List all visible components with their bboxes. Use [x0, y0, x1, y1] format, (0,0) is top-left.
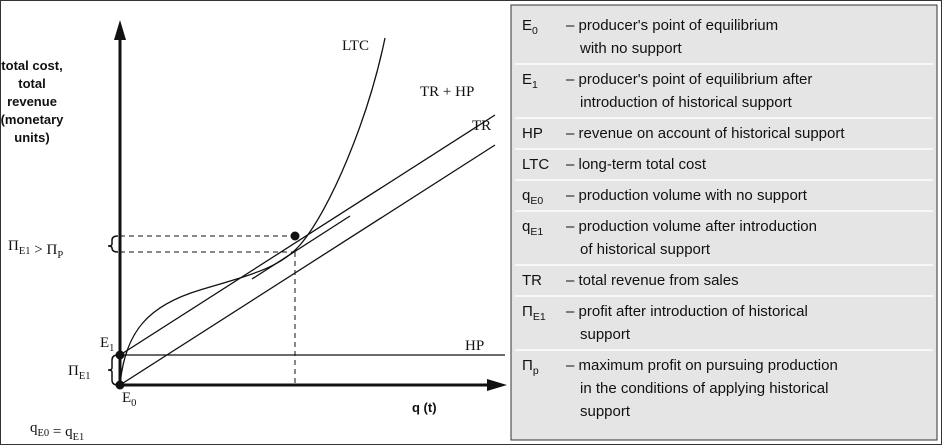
text: E — [100, 335, 109, 351]
legend: E0– producer's point of equilibriumwith … — [510, 4, 938, 441]
arrow — [114, 20, 126, 40]
text-line: total cost, — [1, 58, 62, 73]
q-label: qE0 = qE1 — [30, 420, 84, 443]
text: E — [522, 71, 532, 88]
legend-text: – long-term total cost — [566, 156, 707, 173]
text: > — [31, 242, 47, 258]
brace-label: ΠE1 > ΠP — [8, 238, 63, 261]
legend-text: – producer's point of equilibrium — [566, 17, 778, 34]
subscript: E0 — [38, 428, 50, 439]
legend-symbol: HP — [522, 125, 543, 142]
text: Π — [522, 357, 533, 374]
text: TR — [472, 118, 491, 134]
brace-label: ΠE1 — [68, 363, 91, 382]
legend-symbol: Πp — [522, 357, 539, 377]
legend-box — [510, 4, 938, 441]
curve-label: TR — [472, 118, 491, 134]
x-axis-label: q (t) — [412, 400, 437, 415]
legend-text: – revenue on account of historical suppo… — [566, 125, 845, 142]
text: Π — [8, 238, 19, 254]
point-label: E0 — [122, 390, 136, 409]
text: Π — [68, 363, 79, 379]
point — [290, 231, 300, 241]
legend-text: – production volume after introduction — [566, 218, 817, 235]
tr-line — [119, 144, 496, 386]
text: E — [522, 17, 532, 34]
text: LTC — [522, 156, 549, 173]
subscript: E1 — [73, 432, 85, 443]
legend-text: introduction of historical support — [580, 94, 793, 111]
brace — [107, 354, 119, 386]
point-label: E1 — [100, 335, 114, 354]
legend-symbol: qE0 — [522, 187, 543, 207]
legend-symbol: TR — [522, 272, 542, 289]
legend-text: of historical support — [580, 241, 711, 258]
text: E — [122, 390, 131, 406]
text: TR — [522, 272, 542, 289]
subscript: E1 — [19, 246, 31, 257]
text: Π — [46, 242, 57, 258]
legend-symbol: E1 — [522, 71, 538, 91]
subscript: p — [533, 365, 539, 377]
text: q — [30, 420, 38, 436]
text-line: total — [18, 76, 45, 91]
text: HP — [465, 338, 484, 354]
text: q — [65, 424, 73, 440]
curve-label: HP — [465, 338, 484, 354]
text: HP — [522, 125, 543, 142]
tangent-line — [251, 215, 351, 280]
text: q — [522, 218, 530, 235]
subscript: 0 — [532, 25, 538, 37]
legend-text: – total revenue from sales — [566, 272, 739, 289]
subscript: P — [57, 250, 63, 261]
subscript: 1 — [109, 343, 114, 354]
text: LTC — [342, 38, 369, 54]
curve-label: TR + HP — [420, 84, 474, 100]
text: q — [522, 187, 530, 204]
curve-label: LTC — [342, 38, 369, 54]
legend-text: – producer's point of equilibrium after — [566, 71, 812, 88]
legend-symbol: E0 — [522, 17, 538, 37]
legend-symbol: qE1 — [522, 218, 543, 238]
text: q (t) — [412, 400, 437, 415]
legend-text: support — [580, 326, 631, 343]
text-line: (monetary — [1, 112, 65, 127]
diagram — [107, 20, 507, 391]
subscript: E1 — [533, 311, 546, 323]
ltc-curve — [119, 37, 386, 386]
y-axis-label: total cost, total revenue (monetary units) — [1, 58, 65, 145]
legend-text: with no support — [579, 40, 683, 57]
legend-symbol: ΠE1 — [522, 303, 546, 323]
legend-text: – profit after introduction of historica… — [566, 303, 808, 320]
subscript: E0 — [530, 195, 543, 207]
text: Π — [522, 303, 533, 320]
arrow — [487, 379, 507, 391]
legend-text: support — [580, 403, 631, 420]
text: TR + HP — [420, 84, 474, 100]
text-line: units) — [14, 130, 49, 145]
subscript: 0 — [131, 398, 136, 409]
text: = — [49, 424, 65, 440]
brace — [107, 235, 119, 253]
subscript: E1 — [530, 226, 543, 238]
legend-text: in the conditions of applying historical — [580, 380, 828, 397]
subscript: 1 — [532, 79, 538, 91]
legend-text: – production volume with no support — [566, 187, 808, 204]
subscript: E1 — [79, 371, 91, 382]
text-line: revenue — [7, 94, 57, 109]
legend-symbol: LTC — [522, 156, 549, 173]
legend-text: – maximum profit on pursuing production — [566, 357, 838, 374]
